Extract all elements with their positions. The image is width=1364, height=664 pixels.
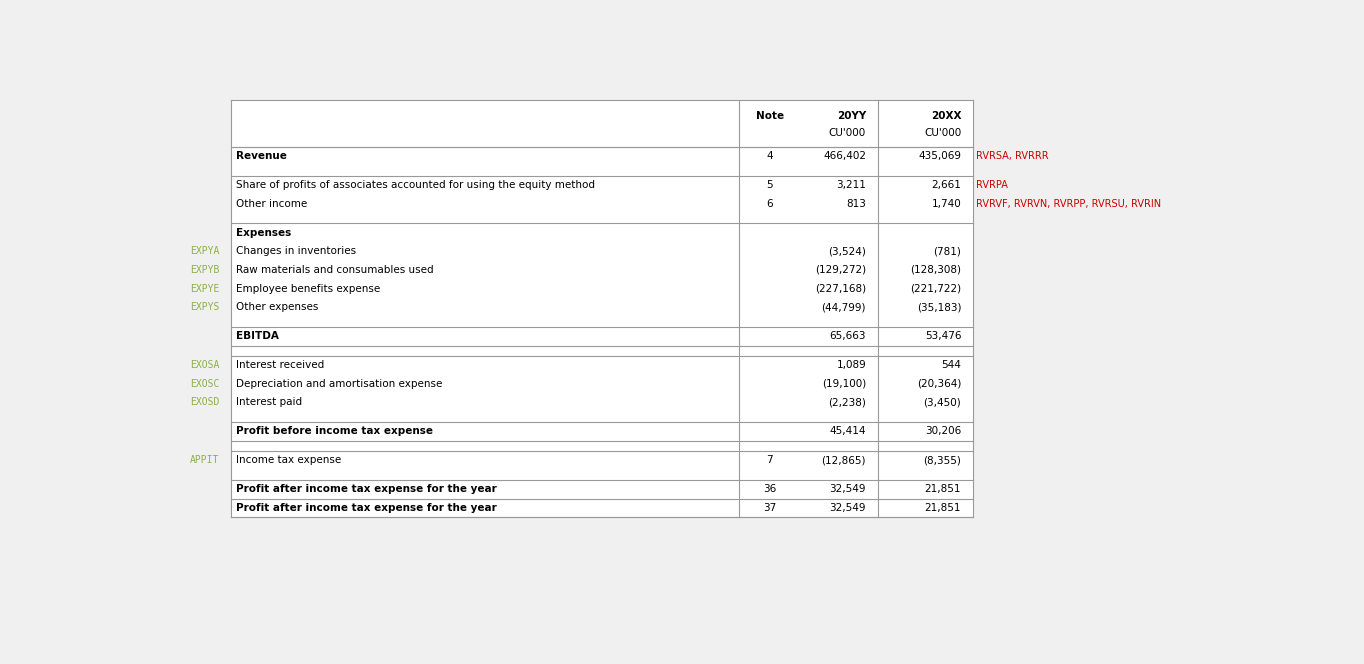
- Text: Profit before income tax expense: Profit before income tax expense: [236, 426, 432, 436]
- Text: (2,238): (2,238): [828, 398, 866, 408]
- Text: Revenue: Revenue: [236, 151, 286, 161]
- Text: EXPYE: EXPYE: [190, 284, 220, 293]
- Text: Profit after income tax expense for the year: Profit after income tax expense for the …: [236, 484, 496, 494]
- Text: (781): (781): [933, 246, 962, 256]
- Text: RVRSA, RVRRR: RVRSA, RVRRR: [977, 151, 1049, 161]
- Text: Expenses: Expenses: [236, 228, 292, 238]
- Text: (3,450): (3,450): [923, 398, 962, 408]
- Text: EXOSC: EXOSC: [190, 378, 220, 389]
- Text: 21,851: 21,851: [925, 503, 962, 513]
- Text: 45,414: 45,414: [829, 426, 866, 436]
- Text: 7: 7: [767, 456, 773, 465]
- Text: EBITDA: EBITDA: [236, 331, 278, 341]
- Text: 32,549: 32,549: [829, 503, 866, 513]
- Text: 20YY: 20YY: [837, 111, 866, 121]
- Text: 5: 5: [767, 180, 773, 190]
- Text: 65,663: 65,663: [829, 331, 866, 341]
- Text: 20XX: 20XX: [930, 111, 962, 121]
- Text: 2,661: 2,661: [932, 180, 962, 190]
- Bar: [231, 100, 973, 517]
- Text: EXPYA: EXPYA: [190, 246, 220, 256]
- Text: 813: 813: [846, 199, 866, 208]
- Text: 466,402: 466,402: [822, 151, 866, 161]
- Text: (35,183): (35,183): [917, 302, 962, 312]
- Text: 37: 37: [764, 503, 776, 513]
- Text: (129,272): (129,272): [814, 265, 866, 275]
- Text: Raw materials and consumables used: Raw materials and consumables used: [236, 265, 434, 275]
- Text: 1,740: 1,740: [932, 199, 962, 208]
- Text: Profit after income tax expense for the year: Profit after income tax expense for the …: [236, 503, 496, 513]
- Text: EXPYS: EXPYS: [190, 302, 220, 312]
- Text: EXOSA: EXOSA: [190, 360, 220, 370]
- Text: 32,549: 32,549: [829, 484, 866, 494]
- Text: (8,355): (8,355): [923, 456, 962, 465]
- Text: EXOSD: EXOSD: [190, 398, 220, 408]
- Text: 4: 4: [767, 151, 773, 161]
- Text: 53,476: 53,476: [925, 331, 962, 341]
- Text: (221,722): (221,722): [910, 284, 962, 293]
- Text: Note: Note: [756, 111, 784, 121]
- Text: 30,206: 30,206: [925, 426, 962, 436]
- Text: Share of profits of associates accounted for using the equity method: Share of profits of associates accounted…: [236, 180, 595, 190]
- Text: 36: 36: [764, 484, 776, 494]
- Text: Income tax expense: Income tax expense: [236, 456, 341, 465]
- Text: (3,524): (3,524): [828, 246, 866, 256]
- Text: Interest received: Interest received: [236, 360, 325, 370]
- Text: EXPYB: EXPYB: [190, 265, 220, 275]
- Text: CU'000: CU'000: [829, 127, 866, 138]
- Text: (12,865): (12,865): [821, 456, 866, 465]
- Text: Changes in inventories: Changes in inventories: [236, 246, 356, 256]
- Text: APPIT: APPIT: [190, 456, 220, 465]
- Text: Depreciation and amortisation expense: Depreciation and amortisation expense: [236, 378, 442, 389]
- Text: CU'000: CU'000: [923, 127, 962, 138]
- Text: 3,211: 3,211: [836, 180, 866, 190]
- Text: Other expenses: Other expenses: [236, 302, 318, 312]
- Text: Interest paid: Interest paid: [236, 398, 303, 408]
- Text: 1,089: 1,089: [836, 360, 866, 370]
- Text: (20,364): (20,364): [917, 378, 962, 389]
- Text: RVRVF, RVRVN, RVRPP, RVRSU, RVRIN: RVRVF, RVRVN, RVRPP, RVRSU, RVRIN: [977, 199, 1161, 208]
- Text: 435,069: 435,069: [918, 151, 962, 161]
- Text: (19,100): (19,100): [822, 378, 866, 389]
- Text: RVRPA: RVRPA: [977, 180, 1008, 190]
- Text: Employee benefits expense: Employee benefits expense: [236, 284, 381, 293]
- Text: 6: 6: [767, 199, 773, 208]
- Text: 21,851: 21,851: [925, 484, 962, 494]
- Text: 544: 544: [941, 360, 962, 370]
- Text: (227,168): (227,168): [814, 284, 866, 293]
- Text: Other income: Other income: [236, 199, 307, 208]
- Text: (128,308): (128,308): [910, 265, 962, 275]
- Text: (44,799): (44,799): [821, 302, 866, 312]
